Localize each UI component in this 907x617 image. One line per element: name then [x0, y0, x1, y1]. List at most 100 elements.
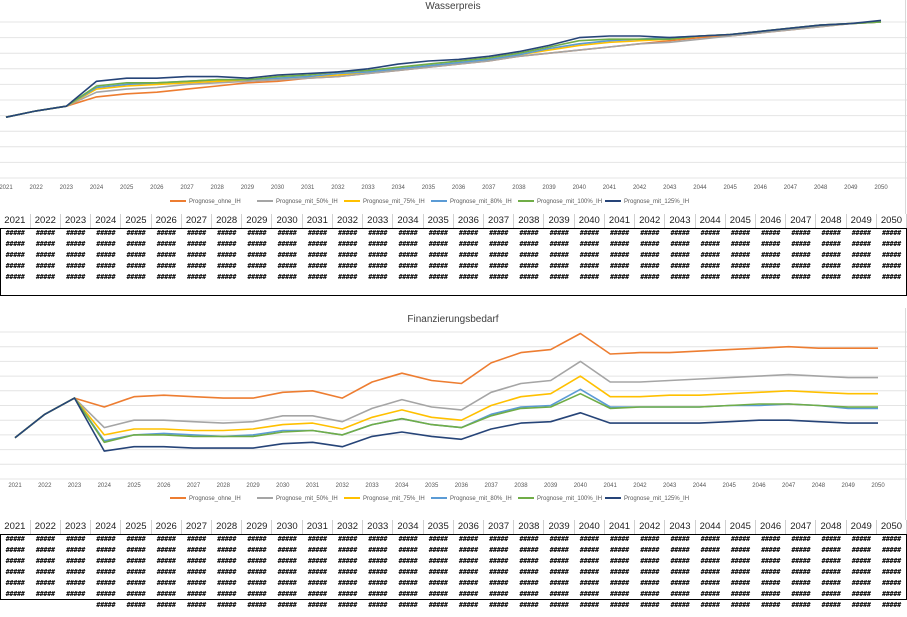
overflow-cell[interactable]: #####	[5, 546, 25, 554]
year-header-cell[interactable]: 2032	[332, 214, 364, 228]
overflow-cell[interactable]: #####	[368, 273, 388, 281]
overflow-cell[interactable]: #####	[126, 590, 146, 598]
year-header-cell[interactable]: 2044	[695, 520, 726, 534]
overflow-cell[interactable]: #####	[489, 601, 509, 609]
overflow-cell[interactable]: #####	[368, 579, 388, 587]
overflow-cell[interactable]: #####	[96, 229, 116, 237]
overflow-cell[interactable]: #####	[549, 535, 569, 543]
overflow-cell[interactable]: #####	[700, 535, 720, 543]
overflow-cell[interactable]: #####	[761, 273, 781, 281]
overflow-cell[interactable]: #####	[821, 229, 841, 237]
overflow-cell[interactable]: #####	[96, 273, 116, 281]
overflow-cell[interactable]: #####	[66, 590, 86, 598]
year-header-cell[interactable]: 2041	[604, 520, 636, 534]
overflow-cell[interactable]: #####	[700, 229, 720, 237]
overflow-cell[interactable]: #####	[791, 579, 811, 587]
overflow-cell[interactable]: #####	[156, 262, 176, 270]
overflow-cell[interactable]: #####	[670, 557, 690, 565]
overflow-cell[interactable]: #####	[670, 251, 690, 259]
overflow-cell[interactable]: #####	[670, 273, 690, 281]
overflow-cell[interactable]: #####	[700, 262, 720, 270]
overflow-cell[interactable]: #####	[186, 251, 206, 259]
year-header-cell[interactable]: 2032	[332, 520, 364, 534]
overflow-cell[interactable]: #####	[368, 229, 388, 237]
overflow-cell[interactable]: #####	[670, 568, 690, 576]
overflow-cell[interactable]: #####	[761, 590, 781, 598]
overflow-cell[interactable]: #####	[730, 590, 750, 598]
overflow-cell[interactable]: #####	[730, 251, 750, 259]
overflow-cell[interactable]: #####	[610, 546, 629, 554]
overflow-cell[interactable]: #####	[277, 568, 297, 576]
overflow-cell[interactable]: #####	[35, 273, 55, 281]
overflow-cell[interactable]: #####	[5, 229, 25, 237]
overflow-cell[interactable]: #####	[519, 546, 539, 554]
overflow-cell[interactable]: #####	[519, 229, 539, 237]
overflow-cell[interactable]: #####	[398, 601, 418, 609]
overflow-cell[interactable]: #####	[821, 535, 841, 543]
overflow-cell[interactable]: #####	[579, 590, 599, 598]
overflow-cell[interactable]: #####	[700, 557, 720, 565]
overflow-cell[interactable]: #####	[881, 273, 901, 281]
overflow-cell[interactable]: #####	[428, 262, 448, 270]
year-header-cell[interactable]: 2038	[513, 214, 545, 228]
overflow-cell[interactable]: #####	[338, 546, 357, 554]
overflow-cell[interactable]: #####	[5, 557, 25, 565]
overflow-cell[interactable]: #####	[247, 579, 267, 587]
overflow-cell[interactable]: #####	[307, 251, 327, 259]
year-header-cell[interactable]: 2048	[815, 214, 847, 228]
overflow-cell[interactable]: #####	[791, 229, 811, 237]
overflow-cell[interactable]: #####	[610, 535, 629, 543]
year-header-cell[interactable]: 2036	[453, 520, 485, 534]
overflow-cell[interactable]: #####	[489, 251, 509, 259]
overflow-cell[interactable]: #####	[307, 240, 327, 248]
overflow-cell[interactable]: #####	[821, 557, 841, 565]
overflow-cell[interactable]: #####	[579, 262, 599, 270]
year-header-cell[interactable]: 2046	[755, 520, 787, 534]
overflow-cell[interactable]: #####	[519, 273, 539, 281]
overflow-cell[interactable]: #####	[881, 557, 901, 565]
overflow-cell[interactable]: #####	[35, 546, 55, 554]
overflow-cell[interactable]: #####	[640, 601, 660, 609]
year-header-cell[interactable]: 2050	[876, 520, 907, 534]
overflow-cell[interactable]: #####	[579, 240, 599, 248]
overflow-cell[interactable]: #####	[96, 568, 116, 576]
overflow-cell[interactable]: #####	[730, 240, 750, 248]
overflow-cell[interactable]: #####	[247, 546, 267, 554]
overflow-cell[interactable]: #####	[579, 557, 599, 565]
overflow-cell[interactable]: #####	[217, 229, 237, 237]
overflow-cell[interactable]: #####	[247, 240, 267, 248]
overflow-cell[interactable]: #####	[458, 273, 478, 281]
year-header-cell[interactable]: 2042	[634, 520, 666, 534]
overflow-cell[interactable]: #####	[428, 240, 448, 248]
overflow-cell[interactable]: #####	[368, 557, 388, 565]
overflow-cell[interactable]: #####	[761, 251, 781, 259]
overflow-cell[interactable]: #####	[791, 535, 811, 543]
overflow-cell[interactable]: #####	[186, 579, 206, 587]
overflow-cell[interactable]: #####	[186, 601, 206, 609]
overflow-cell[interactable]: #####	[610, 568, 629, 576]
overflow-cell[interactable]: #####	[277, 590, 297, 598]
overflow-cell[interactable]: #####	[640, 240, 660, 248]
overflow-cell[interactable]: #####	[307, 273, 327, 281]
overflow-cell[interactable]: #####	[640, 557, 660, 565]
overflow-cell[interactable]: #####	[277, 546, 297, 554]
overflow-cell[interactable]: #####	[579, 273, 599, 281]
overflow-cell[interactable]: #####	[398, 590, 418, 598]
overflow-cell[interactable]: #####	[368, 568, 388, 576]
overflow-cell[interactable]: #####	[217, 579, 237, 587]
overflow-cell[interactable]: #####	[791, 262, 811, 270]
overflow-cell[interactable]: #####	[5, 273, 25, 281]
year-header-cell[interactable]: 2021	[0, 214, 31, 228]
overflow-cell[interactable]: #####	[519, 251, 539, 259]
year-header-cell[interactable]: 2027	[181, 520, 213, 534]
overflow-cell[interactable]: #####	[338, 557, 357, 565]
overflow-cell[interactable]: #####	[458, 557, 478, 565]
overflow-cell[interactable]: #####	[730, 546, 750, 554]
year-header-cell[interactable]: 2022	[30, 520, 61, 534]
overflow-cell[interactable]: #####	[338, 579, 357, 587]
overflow-cell[interactable]: #####	[247, 568, 267, 576]
overflow-cell[interactable]: #####	[881, 535, 901, 543]
overflow-cell[interactable]: #####	[398, 240, 418, 248]
overflow-cell[interactable]: #####	[126, 262, 146, 270]
overflow-cell[interactable]: #####	[610, 601, 629, 609]
